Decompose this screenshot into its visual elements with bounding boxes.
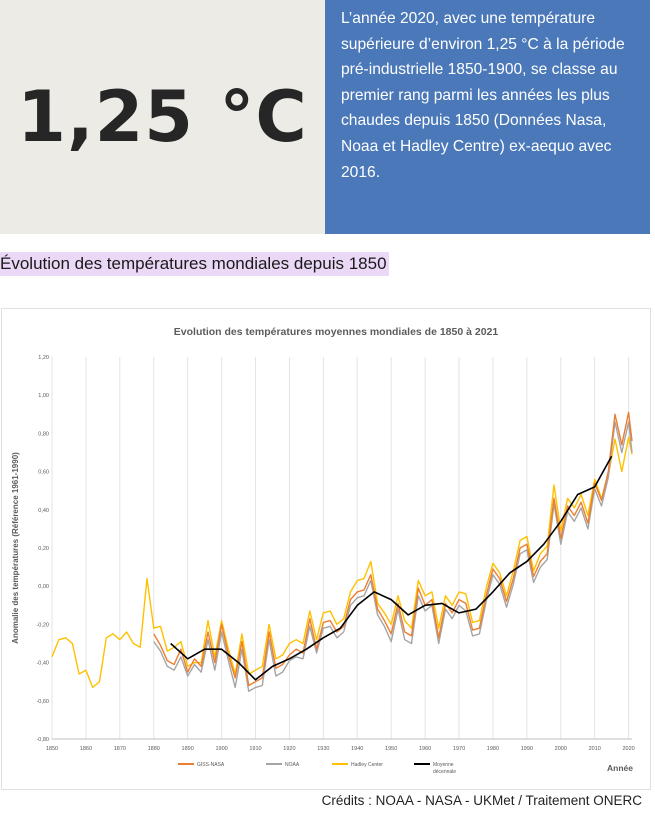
x-tick-label: 1930 (317, 746, 329, 752)
y-tick-label: -0,40 (36, 661, 49, 667)
section-heading: Évolution des températures mondiales dep… (0, 252, 389, 276)
legend-label: Hadley Center (351, 762, 383, 768)
x-tick-label: 1960 (419, 746, 431, 752)
x-tick-label: 2010 (589, 746, 601, 752)
y-tick-label: 0,20 (38, 546, 49, 552)
x-tick-label: 1940 (351, 746, 363, 752)
stat-value: 1,25 °C (17, 76, 308, 158)
y-axis-title: Anomalie des températures (Référence 196… (11, 452, 20, 644)
y-tick-label: -0,80 (36, 737, 49, 743)
y-tick-label: -0,20 (36, 622, 49, 628)
x-tick-label: 1970 (453, 746, 465, 752)
x-tick-label: 1920 (283, 746, 295, 752)
x-tick-label: 2020 (622, 746, 634, 752)
chart-title: Evolution des températures moyennes mond… (174, 326, 499, 338)
info-line: supérieure d’environ 1,25 °C à la périod… (341, 35, 625, 53)
x-tick-label: 1850 (46, 746, 58, 752)
temperature-chart: Evolution des températures moyennes mond… (11, 326, 635, 775)
y-tick-label: 0,00 (38, 584, 49, 590)
info-line: 2016. (341, 163, 381, 181)
legend-label: GISS-NASA (197, 762, 225, 768)
x-tick-label: 1990 (521, 746, 533, 752)
x-tick-label: 1950 (385, 746, 397, 752)
x-tick-label: 1860 (80, 746, 92, 752)
info-line: Noaa et Hadley Centre) ex-aequo avec (341, 137, 612, 155)
x-tick-label: 1870 (114, 746, 126, 752)
info-line: L’année 2020, avec une température (341, 10, 596, 27)
x-axis-title: Année (607, 763, 633, 773)
legend-label: Moyenne (433, 762, 454, 768)
series-line (170, 455, 613, 681)
y-tick-label: 0,40 (38, 508, 49, 514)
x-tick-label: 1900 (215, 746, 227, 752)
y-tick-label: -0,60 (36, 699, 49, 705)
x-tick-label: 1980 (487, 746, 499, 752)
chart-frame: Evolution des températures moyennes mond… (1, 308, 651, 790)
x-tick-label: 1880 (148, 746, 160, 752)
series-line (153, 421, 633, 692)
x-tick-label: 1910 (249, 746, 261, 752)
info-line: premier rang parmi les années les plus (341, 86, 610, 104)
series-line (153, 411, 633, 687)
legend-label: décennale (433, 769, 456, 775)
y-tick-label: 0,60 (38, 470, 49, 476)
series-line (51, 436, 633, 689)
x-tick-label: 1890 (182, 746, 194, 752)
x-tick-label: 2000 (555, 746, 567, 752)
info-line: pré-industrielle 1850-1900, se classe au (341, 61, 618, 79)
info-panel: L’année 2020, avec une température supér… (325, 0, 650, 234)
legend-label: NOAA (285, 762, 300, 768)
credits: Crédits : NOAA - NASA - UKMet / Traiteme… (321, 793, 642, 808)
stat-panel: 1,25 °C (0, 0, 325, 234)
info-line: chaudes depuis 1850 (Données Nasa, (341, 112, 607, 130)
y-tick-label: 0,80 (38, 431, 49, 437)
y-tick-label: 1,00 (38, 393, 49, 399)
y-tick-label: 1,20 (38, 355, 49, 361)
